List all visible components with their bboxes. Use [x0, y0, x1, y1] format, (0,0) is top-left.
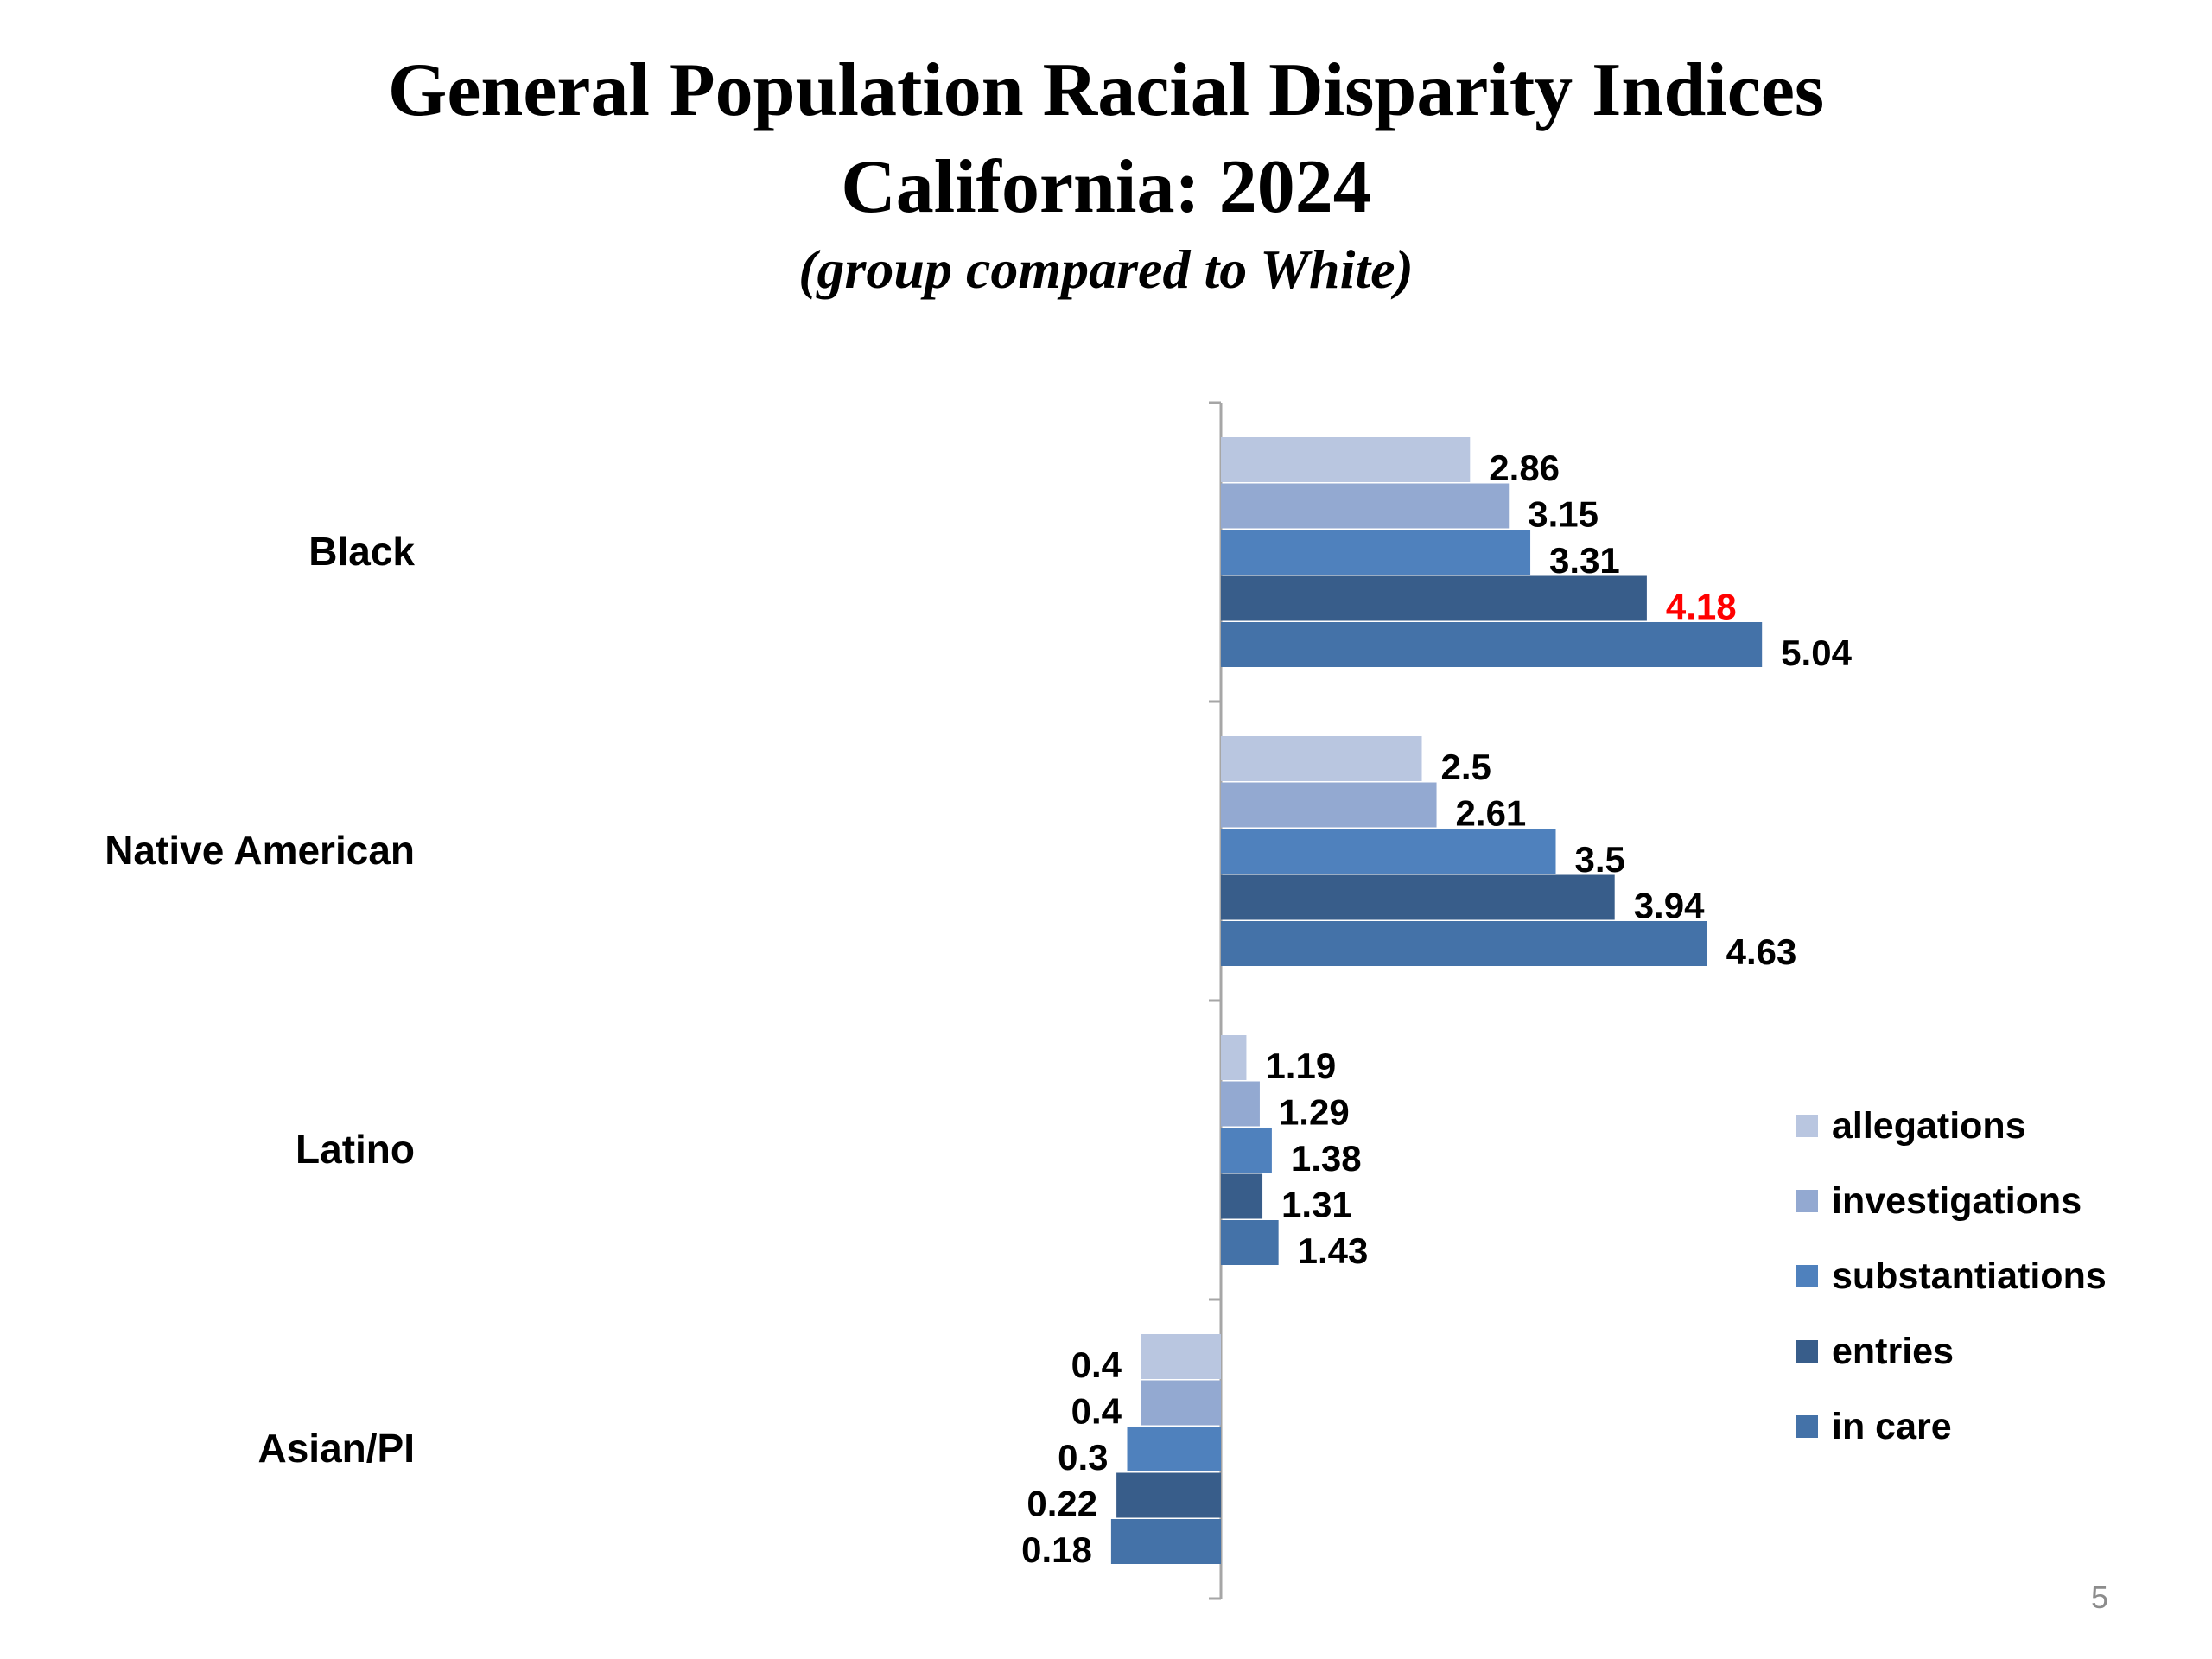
category-label: Native American — [105, 828, 415, 873]
value-label: 5.04 — [1781, 632, 1852, 673]
page-number: 5 — [2090, 1580, 2109, 1615]
value-label: 0.4 — [1071, 1391, 1122, 1432]
bar-substantiations — [1221, 530, 1531, 575]
bar-substantiations — [1221, 1128, 1272, 1173]
bar-in-care — [1221, 921, 1707, 966]
legend-label: investigations — [1832, 1180, 2082, 1222]
legend-swatch — [1796, 1265, 1818, 1287]
legend-swatch — [1796, 1115, 1818, 1137]
value-label: 3.5 — [1575, 839, 1625, 880]
chart-title: General Population Racial Disparity Indi… — [387, 48, 1825, 132]
value-label: 1.43 — [1298, 1230, 1369, 1271]
legend-label: entries — [1832, 1331, 1954, 1372]
value-label: 1.19 — [1265, 1046, 1336, 1086]
value-label: 2.61 — [1456, 793, 1527, 834]
bar-entries — [1221, 874, 1615, 920]
bar-entries — [1221, 575, 1647, 621]
bar-in-care — [1221, 622, 1763, 667]
bar-substantiations — [1221, 829, 1556, 874]
legend-swatch — [1796, 1340, 1818, 1363]
value-label: 0.3 — [1058, 1437, 1108, 1478]
bar-investigations — [1221, 483, 1510, 529]
value-label: 1.31 — [1281, 1185, 1352, 1225]
value-label: 2.86 — [1489, 448, 1560, 488]
value-label: 0.22 — [1027, 1484, 1097, 1524]
bar-substantiations — [1127, 1427, 1221, 1471]
chart-legend: allegations investigations substantiations… — [1796, 1105, 2107, 1447]
bar-investigations — [1141, 1380, 1221, 1426]
value-label: 2.5 — [1441, 747, 1491, 787]
chart-value-labels: 2.86 3.15 3.31 4.18 5.04 2.5 2.61 3.53.94 4.63 1.… — [1021, 448, 1852, 1570]
value-label: 3.94 — [1634, 886, 1705, 926]
chart-category-labels: Black Native American Latino Asian/PI — [105, 529, 415, 1471]
chart-subtitle: California: 2024 — [841, 145, 1371, 229]
legend-swatch — [1796, 1415, 1818, 1438]
legend-label: substantiations — [1832, 1255, 2107, 1297]
bar-in-care — [1221, 1220, 1279, 1265]
value-label: 4.63 — [1726, 931, 1797, 972]
bar-investigations — [1221, 1081, 1260, 1127]
value-label: 3.31 — [1549, 540, 1620, 581]
bar-investigations — [1221, 782, 1437, 828]
bar-entries — [1116, 1472, 1221, 1518]
legend-label: in care — [1832, 1406, 1952, 1447]
value-label: 4.18 — [1666, 587, 1737, 627]
value-label: 3.15 — [1528, 494, 1599, 535]
value-label: 1.29 — [1279, 1092, 1350, 1133]
chart-bars — [1110, 437, 1763, 1564]
bar-in-care — [1110, 1519, 1221, 1564]
category-label: Black — [308, 529, 415, 574]
category-label: Latino — [296, 1127, 415, 1172]
value-label: 0.4 — [1071, 1344, 1122, 1385]
legend-swatch — [1796, 1190, 1818, 1212]
category-label: Asian/PI — [257, 1426, 415, 1471]
bar-allegations — [1141, 1334, 1221, 1379]
legend-label: allegations — [1832, 1105, 2026, 1147]
value-label: 1.38 — [1291, 1138, 1362, 1179]
bar-entries — [1221, 1173, 1263, 1219]
bar-allegations — [1221, 437, 1471, 482]
bar-allegations — [1221, 736, 1422, 781]
value-label: 0.18 — [1021, 1529, 1092, 1570]
bar-allegations — [1221, 1035, 1247, 1080]
chart-subtitle-note: (group compared to White) — [798, 238, 1414, 300]
